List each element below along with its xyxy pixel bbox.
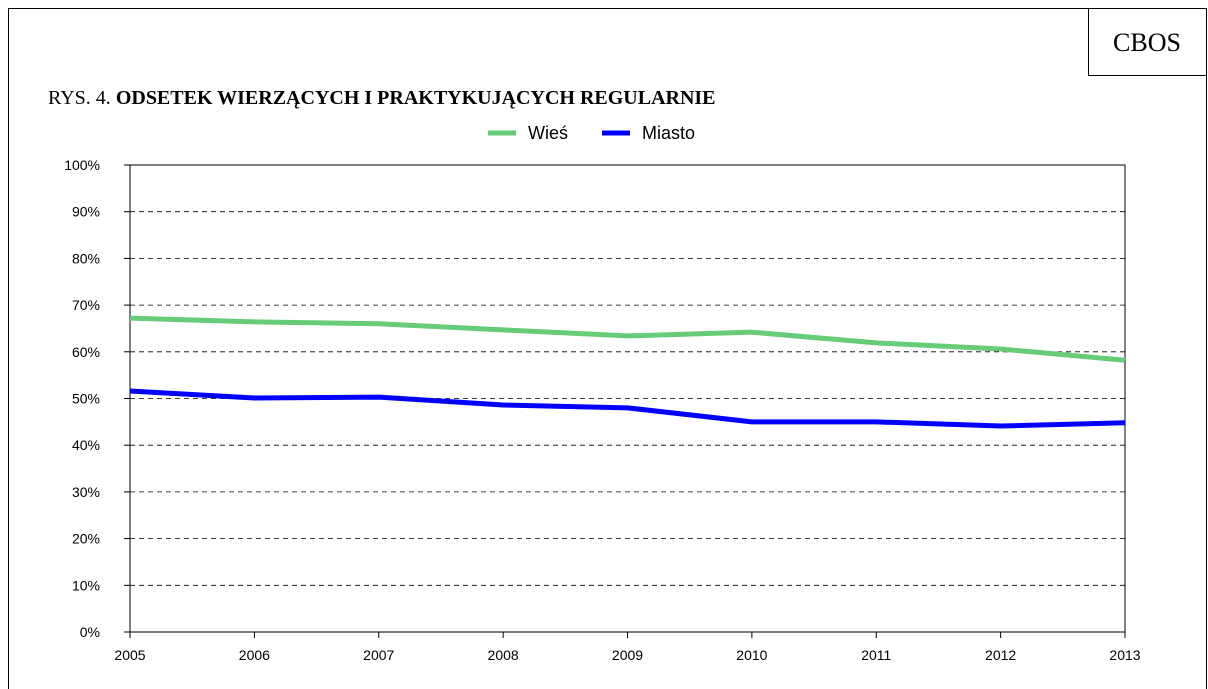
badge-box xyxy=(1088,8,1207,76)
badge: CBOS xyxy=(1113,28,1181,57)
x-tick-label: 2008 xyxy=(488,647,519,663)
x-tick-label: 2011 xyxy=(861,647,891,663)
legend-label: Miasto xyxy=(642,123,695,143)
y-tick-label: 100% xyxy=(64,157,100,173)
figure-label: RYS. 4. xyxy=(48,87,111,109)
x-tick-label: 2013 xyxy=(1109,647,1140,663)
legend-label: Wieś xyxy=(528,123,568,143)
y-tick-label: 90% xyxy=(72,204,100,220)
y-tick-label: 70% xyxy=(72,297,100,313)
series-line xyxy=(129,388,1126,429)
x-tick-label: 2010 xyxy=(736,647,767,663)
title: ODSETEK WIERZĄCYCH I PRAKTYKUJĄCYCH REGU… xyxy=(116,87,716,109)
y-tick-label: 60% xyxy=(72,344,100,360)
frame xyxy=(8,8,1207,689)
y-tick-label: 0% xyxy=(80,624,100,640)
y-tick-label: 80% xyxy=(72,250,100,266)
x-tick-label: 2006 xyxy=(239,647,270,663)
x-tick-label: 2007 xyxy=(363,647,394,663)
y-tick-label: 20% xyxy=(72,531,100,547)
x-tick-label: 2009 xyxy=(612,647,643,663)
y-tick-label: 30% xyxy=(72,484,100,500)
x-tick-label: 2005 xyxy=(114,647,145,663)
x-tick-label: 2012 xyxy=(985,647,1016,663)
y-tick-label: 50% xyxy=(72,391,100,407)
chart-title: RYS. 4. ODSETEK WIERZĄCYCH I PRAKTYKUJĄC… xyxy=(48,87,716,109)
y-tick-label: 40% xyxy=(72,437,100,453)
series-line xyxy=(129,315,1126,363)
y-tick-label: 10% xyxy=(72,577,100,593)
